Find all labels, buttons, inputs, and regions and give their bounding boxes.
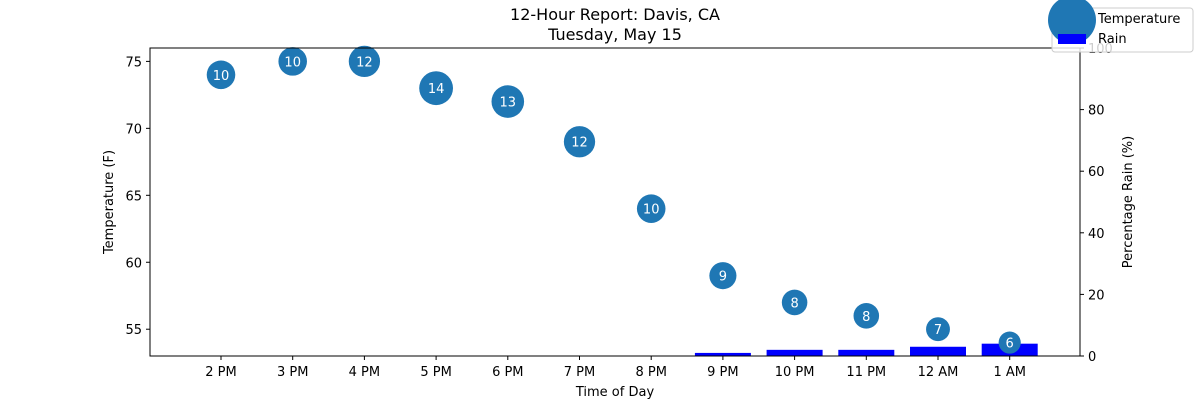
y-axis-right: 020406080100 [1080, 42, 1113, 365]
bubble-label: 10 [284, 55, 301, 70]
bubble-label: 9 [719, 270, 727, 285]
bubble-label: 12 [356, 55, 373, 70]
legend-temperature-marker [1048, 0, 1096, 44]
bubble-label: 8 [790, 296, 798, 311]
y-tick-label: 70 [125, 122, 142, 137]
y2-tick-label: 40 [1088, 227, 1105, 242]
chart-title: 12-Hour Report: Davis, CA [510, 5, 720, 24]
x-tick-label: 8 PM [635, 365, 666, 380]
temperature-bubble [419, 71, 453, 106]
temperature-bubble [709, 262, 737, 290]
y-tick-label: 65 [125, 189, 142, 204]
legend: Temperature Rain [1048, 0, 1194, 53]
legend-temperature-label: Temperature [1097, 12, 1180, 27]
chart-subtitle: Tuesday, May 15 [547, 25, 682, 44]
x-tick-label: 6 PM [492, 365, 523, 380]
bubble-label: 12 [571, 136, 588, 151]
bubble-label: 10 [213, 69, 230, 84]
y2-tick-label: 80 [1088, 104, 1105, 119]
x-tick-label: 1 AM [993, 365, 1026, 380]
plot-frame [149, 47, 1081, 357]
bubble-label: 14 [428, 82, 445, 97]
legend-rain-marker [1058, 34, 1086, 44]
x-tick-label: 4 PM [349, 365, 380, 380]
temperature-bubble [278, 47, 307, 76]
rain-bar [766, 349, 823, 356]
temperature-bubble [563, 126, 596, 158]
temperature-bubble [926, 317, 950, 342]
temperature-bubble [853, 303, 880, 329]
rain-bar [694, 352, 751, 356]
y2-tick-label: 20 [1088, 288, 1105, 303]
rain-bar [910, 346, 966, 356]
x-tick-label: 11 PM [846, 365, 886, 380]
plot-area: 10 10 12 14 13 12 10 9 8 8 7 6 [206, 45, 1038, 356]
bubble-label: 7 [934, 323, 942, 338]
temperature-bubble [491, 85, 525, 118]
temperature-bubble [348, 45, 381, 78]
temperature-bubble [636, 194, 666, 223]
y-tick-label: 75 [125, 55, 142, 70]
bubble-label: 10 [643, 203, 660, 218]
x-axis: 2 PM 3 PM 4 PM 5 PM 6 PM 7 PM 8 PM 9 PM 10 PM 11 … [205, 356, 1026, 380]
x-axis-label: Time of Day [575, 385, 655, 400]
y-tick-label: 60 [125, 256, 142, 271]
x-tick-label: 5 PM [420, 365, 451, 380]
y-axis-label: Temperature (F) [102, 150, 117, 255]
bubble-label: 13 [500, 96, 517, 111]
bubble-label: 8 [862, 310, 870, 325]
x-tick-label: 12 AM [918, 365, 959, 380]
y2-axis-label: Percentage Rain (%) [1121, 136, 1136, 268]
legend-rain-label: Rain [1098, 32, 1127, 47]
x-tick-label: 7 PM [564, 365, 595, 380]
rain-bar [838, 349, 895, 356]
temperature-bubble [206, 60, 236, 90]
y2-tick-label: 0 [1088, 350, 1096, 365]
y-tick-label: 55 [125, 323, 142, 338]
bubble-label: 6 [1006, 337, 1014, 352]
y2-tick-label: 60 [1088, 165, 1105, 180]
x-tick-label: 9 PM [707, 365, 738, 380]
temperature-bubble [781, 289, 808, 316]
y-axis-left: 55 60 65 70 75 [125, 55, 150, 338]
x-tick-label: 10 PM [775, 365, 815, 380]
temperature-bubble [998, 331, 1021, 354]
x-tick-label: 3 PM [277, 365, 308, 380]
x-tick-label: 2 PM [205, 365, 236, 380]
